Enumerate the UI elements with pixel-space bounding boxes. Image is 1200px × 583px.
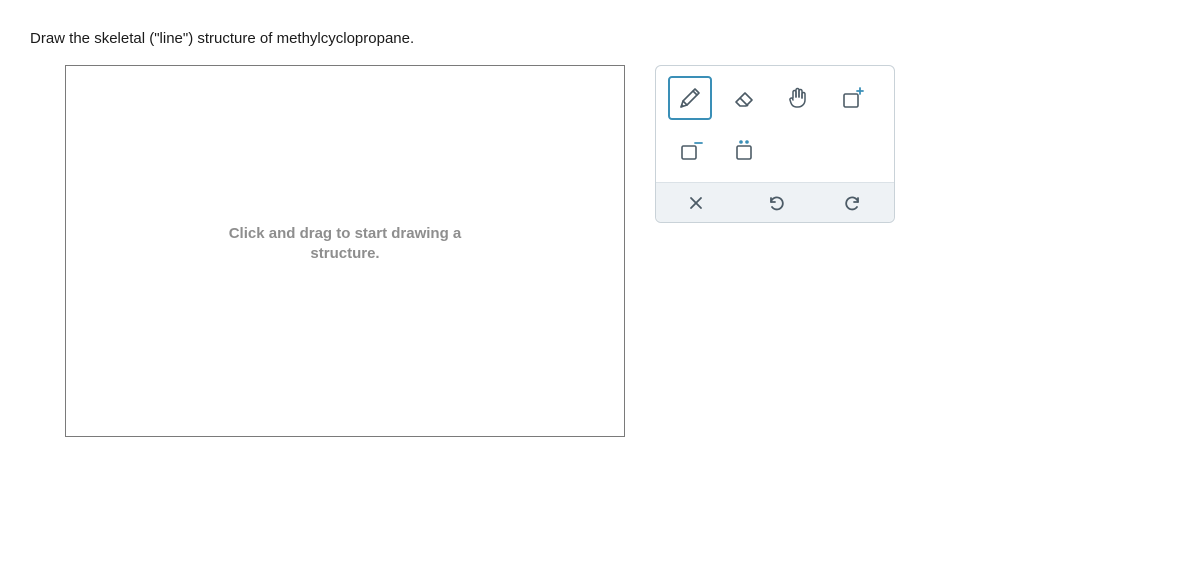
pencil-tool-button[interactable]: [668, 76, 712, 120]
box-plus-icon: [837, 83, 867, 113]
eraser-icon: [729, 83, 759, 113]
box-plus-tool-button[interactable]: [830, 76, 874, 120]
question-prompt: Draw the skeletal ("line") structure of …: [30, 30, 1170, 47]
hand-icon: [783, 83, 813, 113]
box-dots-tool-button[interactable]: [722, 128, 766, 172]
box-minus-icon: [675, 135, 705, 165]
undo-icon: [765, 193, 785, 213]
canvas-hint: Click and drag to start drawing a struct…: [122, 223, 568, 264]
box-minus-tool-button[interactable]: [668, 128, 712, 172]
redo-icon: [844, 193, 864, 213]
toolbox-action-bar: [656, 182, 894, 222]
undo-button[interactable]: [735, 183, 814, 222]
clear-button[interactable]: [656, 183, 735, 222]
box-dots-icon: [729, 135, 759, 165]
close-icon: [687, 194, 705, 212]
toolbox: [655, 65, 895, 223]
drawing-canvas[interactable]: Click and drag to start drawing a struct…: [65, 65, 625, 437]
canvas-hint-line2: structure.: [310, 245, 379, 262]
eraser-tool-button[interactable]: [722, 76, 766, 120]
redo-button[interactable]: [815, 183, 894, 222]
canvas-hint-line1: Click and drag to start drawing a: [229, 224, 462, 241]
pencil-icon: [675, 83, 705, 113]
hand-tool-button[interactable]: [776, 76, 820, 120]
